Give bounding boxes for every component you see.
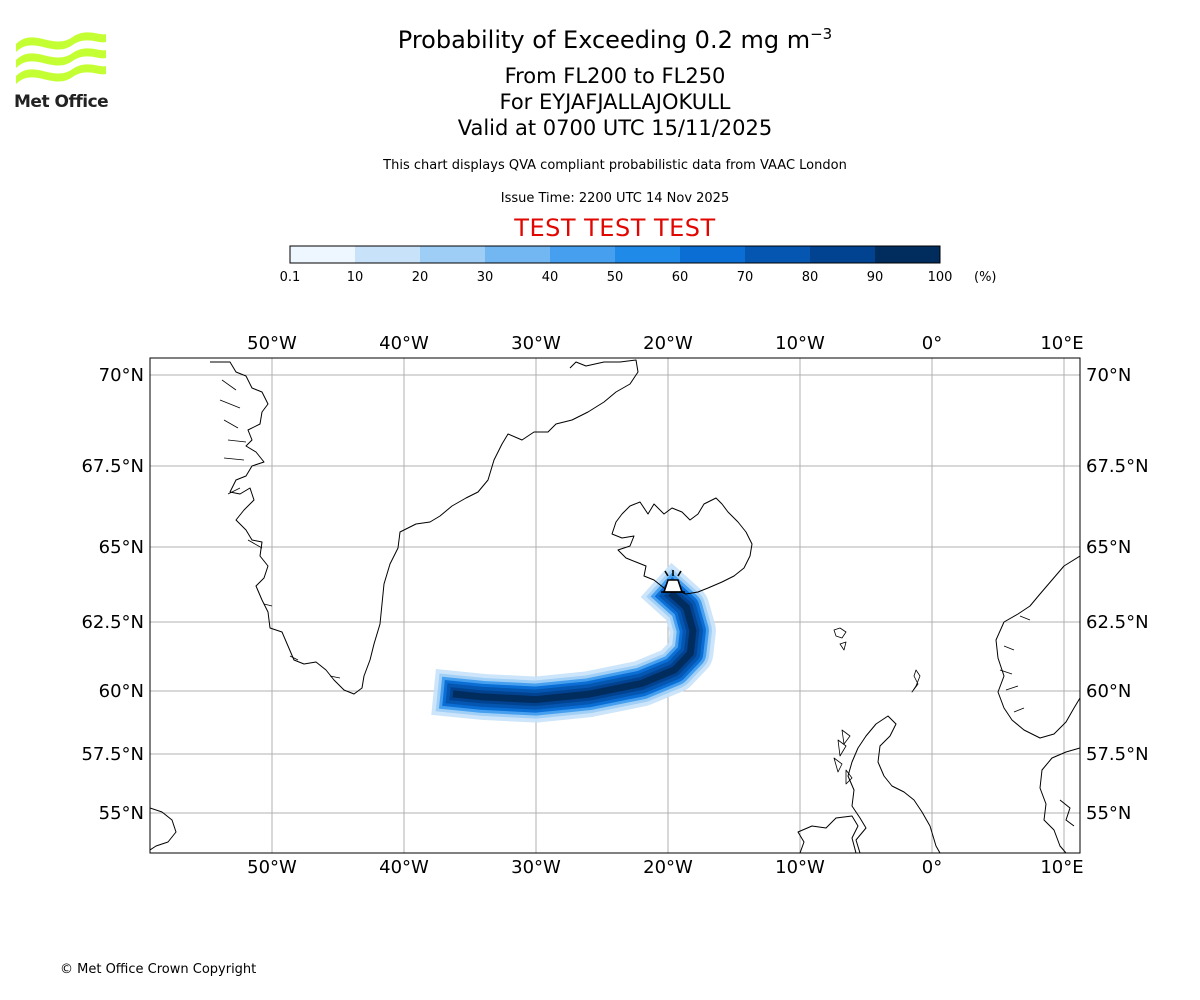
lat-label-right: 57.5°N xyxy=(1086,744,1149,765)
volcano-icon xyxy=(661,570,685,593)
lat-label-right: 67.5°N xyxy=(1086,456,1149,477)
colorbar-segment xyxy=(355,246,421,263)
data-source-note: This chart displays QVA compliant probab… xyxy=(383,158,847,173)
colorbar-segment xyxy=(810,246,876,263)
colorbar-segment xyxy=(875,246,941,263)
shetland-coastline xyxy=(911,669,921,693)
colorbar-tick: 50 xyxy=(606,270,624,285)
scotland-coastline xyxy=(847,715,941,853)
colorbar-segment xyxy=(745,246,811,263)
lat-label-right: 60°N xyxy=(1086,681,1131,702)
colorbar-segment xyxy=(615,246,681,263)
map-background xyxy=(150,358,1080,853)
lon-label-top: 50°W xyxy=(247,333,297,354)
colorbar-tick: 80 xyxy=(801,270,819,285)
faroe-islands xyxy=(833,627,847,651)
map-frame xyxy=(149,357,1081,854)
flight-level-range: From FL200 to FL250 xyxy=(504,64,726,88)
logo-text: Met Office xyxy=(14,92,109,112)
met-office-logo-icon xyxy=(16,32,106,84)
colorbar-frame xyxy=(289,245,941,264)
iceland-coastline xyxy=(611,497,753,595)
lat-label-left: 62.5°N xyxy=(81,612,144,633)
lon-label-top: 30°W xyxy=(511,333,561,354)
colorbar-tick: 60 xyxy=(671,270,689,285)
valid-time: Valid at 0700 UTC 15/11/2025 xyxy=(457,116,773,140)
colorbar-tick: 40 xyxy=(541,270,559,285)
colorbar-segment xyxy=(290,246,356,263)
hebrides-coastline xyxy=(833,729,853,785)
lon-label-bottom: 20°W xyxy=(643,857,693,878)
colorbar-tick: 20 xyxy=(411,270,429,285)
test-banner: TEST TEST TEST xyxy=(514,214,716,242)
colorbar-tick: 30 xyxy=(476,270,494,285)
lon-label-bottom: 30°W xyxy=(511,857,561,878)
lon-label-top: 10°E xyxy=(1040,333,1083,354)
colorbar-segment xyxy=(680,246,746,263)
colorbar-tick: 90 xyxy=(866,270,884,285)
colorbar-segment xyxy=(485,246,551,263)
lat-label-right: 55°N xyxy=(1086,803,1131,824)
colorbar-tick: 10 xyxy=(346,270,364,285)
lon-label-bottom: 10°E xyxy=(1040,857,1083,878)
lat-label-left: 57.5°N xyxy=(81,744,144,765)
colorbar-tick: 100 xyxy=(927,270,953,285)
colorbar-segment xyxy=(420,246,486,263)
lat-label-left: 55°N xyxy=(99,803,144,824)
lat-label-right: 70°N xyxy=(1086,365,1131,386)
chart-title: Probability of Exceeding 0.2 mg m−3 xyxy=(397,25,833,54)
unit-exponent: −3 xyxy=(810,25,833,43)
lon-label-bottom: 50°W xyxy=(247,857,297,878)
lon-label-top: 10°W xyxy=(775,333,825,354)
gridlines xyxy=(150,358,1080,853)
issue-time: Issue Time: 2200 UTC 14 Nov 2025 xyxy=(500,191,730,206)
lat-label-right: 65°N xyxy=(1086,537,1131,558)
norway-coastline xyxy=(995,555,1080,739)
colorbar-unit: (%) xyxy=(974,270,997,285)
colorbar-segment xyxy=(550,246,616,263)
canada-coastline xyxy=(150,807,177,851)
volcano-name: For EYJAFJALLAJOKULL xyxy=(499,90,731,114)
lat-label-left: 70°N xyxy=(99,365,144,386)
lon-label-bottom: 40°W xyxy=(379,857,429,878)
lon-label-bottom: 0° xyxy=(922,857,942,878)
greenland-fjords xyxy=(219,379,341,679)
plume-probability-band xyxy=(452,590,697,704)
lat-label-left: 60°N xyxy=(99,681,144,702)
lon-label-top: 0° xyxy=(922,333,942,354)
scandinavia-coastline xyxy=(1039,747,1080,853)
lat-label-left: 65°N xyxy=(99,537,144,558)
lat-label-right: 62.5°N xyxy=(1086,612,1149,633)
ireland-coastline xyxy=(797,815,859,853)
greenland-coastline xyxy=(210,359,639,695)
colorbar-tick: 70 xyxy=(736,270,754,285)
lon-label-top: 20°W xyxy=(643,333,693,354)
colorbar-tick: 0.1 xyxy=(279,270,301,285)
lon-label-bottom: 10°W xyxy=(775,857,825,878)
lat-label-left: 67.5°N xyxy=(81,456,144,477)
norway-fjords xyxy=(999,615,1031,713)
ash-plume xyxy=(431,562,716,723)
lon-label-top: 40°W xyxy=(379,333,429,354)
copyright-notice: © Met Office Crown Copyright xyxy=(60,962,257,977)
colorbar xyxy=(290,246,941,263)
